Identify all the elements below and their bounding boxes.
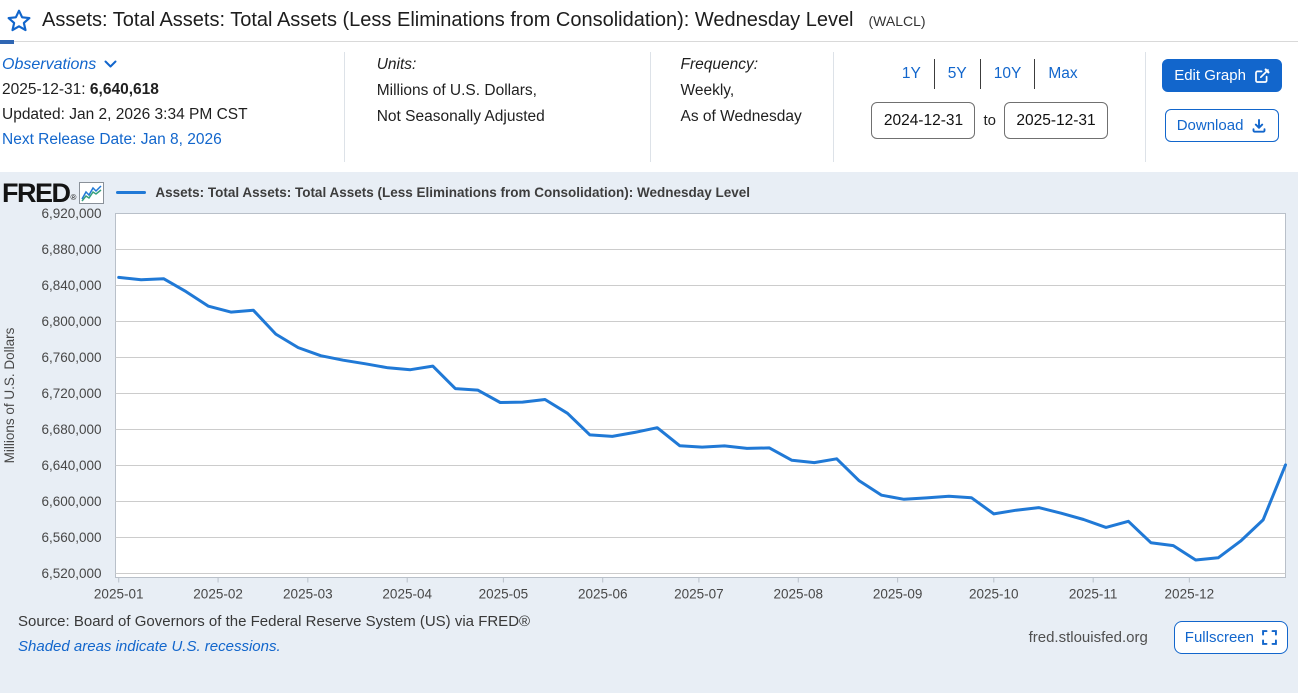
x-tick-label: 2025-02 [193, 587, 243, 602]
chart-svg[interactable]: 6,520,000 6,560,000 6,600,000 6,640,000 6,68… [0, 205, 1298, 605]
edit-graph-label: Edit Graph [1174, 67, 1246, 84]
frequency-label: Frequency: [680, 56, 759, 73]
source-attribution: Source: Board of Governors of the Federa… [18, 613, 531, 630]
chevron-down-icon [104, 60, 117, 68]
fred-logo-chart-icon [79, 181, 105, 204]
date-range-section: 1Y 5Y 10Y Max to [834, 42, 1145, 172]
range-preset-1y[interactable]: 1Y [901, 65, 921, 82]
observations-section: Observations 2025-12-31: 6,640,618 Updat… [0, 42, 344, 172]
units-section: Units: Millions of U.S. Dollars, Not Sea… [345, 42, 650, 172]
units-line1: Millions of U.S. Dollars, [376, 82, 537, 99]
y-tick-label: 6,680,000 [41, 422, 101, 437]
edit-graph-button[interactable]: Edit Graph [1162, 59, 1282, 92]
latest-observation-date: 2025-12-31: [2, 81, 86, 98]
chart-header-row: FRED ® Assets: Total Assets: Total Asset… [0, 172, 1298, 208]
fullscreen-button[interactable]: Fullscreen [1173, 621, 1288, 654]
plot-area [115, 213, 1286, 578]
range-preset-5y[interactable]: 5Y [947, 65, 967, 82]
latest-observation-value: 6,640,618 [89, 81, 159, 98]
next-release-link[interactable]: Next Release Date: Jan 8, 2026 [2, 131, 222, 148]
title-bar: Assets: Total Assets: Total Assets (Less… [0, 0, 1298, 44]
frequency-line1: Weekly, [680, 82, 735, 99]
actions-section: Edit Graph Download [1146, 42, 1298, 172]
preset-separator [1034, 59, 1036, 89]
y-tick-label: 6,720,000 [41, 386, 101, 401]
start-date-input[interactable] [871, 102, 976, 139]
x-tick-label: 2025-06 [578, 587, 628, 602]
units-label: Units: [376, 56, 417, 73]
download-label: Download [1176, 117, 1244, 134]
legend-series-label: Assets: Total Assets: Total Assets (Less… [155, 185, 751, 200]
y-axis-title: Millions of U.S. Dollars [2, 327, 17, 463]
title-underline-chip [0, 40, 14, 44]
x-tick-label: 2025-11 [1069, 587, 1118, 602]
edit-pencil-icon [1255, 68, 1270, 83]
preset-separator [979, 59, 981, 89]
registered-mark: ® [70, 193, 77, 202]
observations-dropdown-label: Observations [2, 56, 97, 73]
fred-logo-text: FRED [2, 177, 71, 208]
x-tick-label: 2025-04 [382, 587, 432, 602]
y-tick-label: 6,560,000 [41, 530, 101, 545]
page-title: Assets: Total Assets: Total Assets (Less… [42, 9, 854, 31]
x-tick-label: 2025-09 [873, 587, 923, 602]
end-date-input[interactable] [1004, 102, 1108, 139]
frequency-section: Frequency: Weekly, As of Wednesday [651, 42, 834, 172]
range-to-label: to [983, 112, 996, 129]
y-tick-label: 6,640,000 [41, 458, 101, 473]
y-tick-label: 6,600,000 [41, 494, 101, 509]
x-tick-label: 2025-12 [1165, 587, 1215, 602]
series-line[interactable] [117, 275, 1287, 562]
chart-legend: Assets: Total Assets: Total Assets (Less… [116, 185, 750, 200]
x-tick-label: 2025-03 [283, 587, 333, 602]
x-tick-label: 2025-07 [674, 587, 724, 602]
fred-logo[interactable]: FRED ® [2, 177, 105, 208]
y-tick-label: 6,880,000 [41, 242, 101, 257]
latest-observation: 2025-12-31: 6,640,618 [2, 77, 344, 102]
fullscreen-label: Fullscreen [1184, 629, 1254, 646]
frequency-line2: As of Wednesday [680, 108, 802, 125]
meta-divider [343, 52, 345, 162]
download-button[interactable]: Download [1164, 109, 1280, 142]
legend-line-swatch [116, 191, 147, 194]
preset-separator [933, 59, 935, 89]
units-line2: Not Seasonally Adjusted [376, 108, 545, 125]
favorite-star-icon[interactable] [6, 8, 32, 34]
range-preset-max[interactable]: Max [1048, 65, 1078, 82]
chart-footer: Source: Board of Governors of the Federa… [0, 605, 1298, 659]
y-tick-label: 6,520,000 [41, 566, 101, 581]
x-tick-label: 2025-08 [773, 587, 823, 602]
meta-divider [833, 52, 835, 162]
range-presets: 1Y 5Y 10Y Max [834, 59, 1145, 89]
chart-panel: FRED ® Assets: Total Assets: Total Asset… [0, 172, 1298, 693]
observations-dropdown[interactable]: Observations [2, 52, 117, 77]
y-tick-label: 6,760,000 [41, 350, 101, 365]
footer-right: fred.stlouisfed.org Fullscreen [1029, 609, 1288, 654]
y-tick-label: 6,800,000 [41, 314, 101, 329]
download-icon [1252, 118, 1266, 133]
site-url: fred.stlouisfed.org [1028, 629, 1148, 646]
meta-bar: Observations 2025-12-31: 6,640,618 Updat… [0, 42, 1298, 172]
meta-divider [1145, 52, 1147, 162]
meta-divider [649, 52, 651, 162]
x-tick-label: 2025-10 [969, 587, 1019, 602]
footer-left: Source: Board of Governors of the Federa… [18, 609, 530, 659]
series-ticker: (WALCL) [868, 12, 926, 29]
fullscreen-icon [1262, 630, 1277, 645]
updated-timestamp: Updated: Jan 2, 2026 3:34 PM CST [2, 106, 248, 123]
x-tick-label: 2025-01 [94, 587, 144, 602]
x-tick-label: 2025-05 [479, 587, 529, 602]
range-preset-10y[interactable]: 10Y [993, 65, 1022, 82]
y-tick-label: 6,840,000 [41, 278, 101, 293]
recessions-link[interactable]: Shaded areas indicate U.S. recessions. [18, 638, 281, 655]
y-tick-label: 6,920,000 [41, 206, 101, 221]
